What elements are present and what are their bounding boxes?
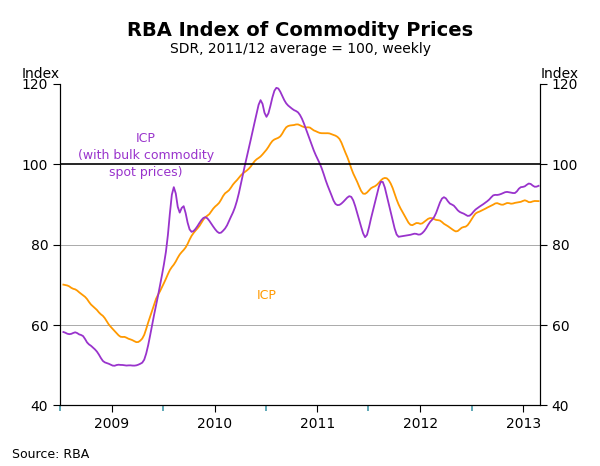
- Text: Source: RBA: Source: RBA: [12, 448, 89, 461]
- Text: Index: Index: [540, 67, 578, 81]
- Title: SDR, 2011/12 average = 100, weekly: SDR, 2011/12 average = 100, weekly: [170, 42, 431, 56]
- Text: ICP: ICP: [257, 289, 277, 302]
- Text: ICP
(with bulk commodity
spot prices): ICP (with bulk commodity spot prices): [77, 132, 214, 179]
- Text: Index: Index: [22, 67, 60, 81]
- Text: RBA Index of Commodity Prices: RBA Index of Commodity Prices: [127, 21, 473, 41]
